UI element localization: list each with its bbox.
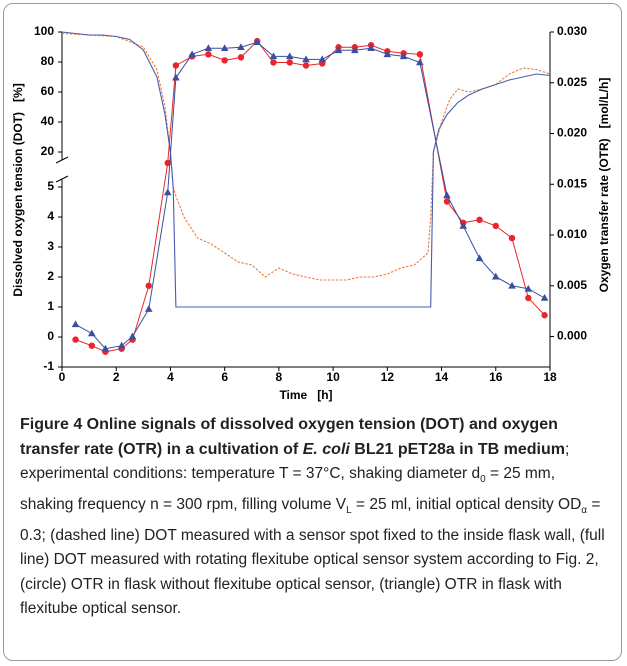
- x-tick-label: 10: [326, 370, 340, 384]
- triangle-marker: [351, 46, 359, 54]
- y-axis-label: Dissolved oxygen tension (DOT) [%]: [11, 83, 25, 296]
- triangle-marker: [172, 73, 180, 81]
- y2-tick-label: 0.025: [557, 75, 587, 89]
- y2-tick-label: 0.010: [557, 227, 587, 241]
- triangle-marker: [269, 52, 278, 60]
- triangle-marker: [88, 329, 96, 337]
- caption-segment: Figure 4 Online signals of dissolved oxy…: [20, 416, 558, 458]
- triangle-marker: [443, 191, 451, 199]
- circle-marker: [286, 59, 293, 66]
- y-tick-label: 5: [47, 179, 54, 193]
- chart: Oxygen transfer rate (OTR) [mol/L/h] Dis…: [11, 24, 611, 402]
- triangle-marker: [188, 50, 196, 58]
- x-axis-label: Time [h]: [279, 388, 332, 402]
- axis-break: [55, 175, 69, 183]
- x-tick-label: 18: [543, 370, 557, 384]
- axis-break: [55, 156, 69, 164]
- circle-marker: [172, 62, 180, 69]
- circle-marker: [476, 216, 483, 224]
- x-tick-label: 14: [435, 370, 449, 384]
- triangle-marker: [163, 188, 172, 196]
- y-tick-label: 80: [41, 54, 55, 68]
- y-tick-label: 40: [41, 114, 55, 128]
- y-tick-label: -1: [43, 359, 54, 373]
- x-tick-label: 12: [381, 370, 395, 384]
- caption-segment: 0: [480, 474, 486, 486]
- circle-marker: [205, 51, 212, 58]
- circle-marker: [492, 222, 499, 230]
- triangle-marker: [237, 43, 245, 51]
- x-tick-label: 16: [489, 370, 503, 384]
- figure-caption: Figure 4 Online signals of dissolved oxy…: [20, 413, 612, 622]
- y-tick-label: 2: [47, 269, 54, 283]
- triangle-marker: [101, 344, 110, 352]
- y2-tick-label: 0.030: [557, 24, 587, 38]
- y2-tick-label: 0.015: [557, 176, 587, 190]
- triangle-marker: [399, 52, 408, 60]
- triangle-marker: [524, 284, 533, 292]
- caption-segment: = 25 ml, initial optical density OD: [351, 495, 582, 513]
- triangle-marker: [204, 44, 213, 52]
- caption-segment: BL21 pET28a in TB medium: [349, 440, 565, 458]
- x-tick-label: 8: [276, 370, 283, 384]
- y2-axis-label: Oxygen transfer rate (OTR) [mol/L/h]: [597, 78, 611, 293]
- triangle-marker: [540, 293, 549, 301]
- triangle-marker: [318, 55, 327, 63]
- circle-marker: [525, 294, 532, 302]
- caption-segment: E. coli: [302, 440, 350, 458]
- caption-segment: = 0.3; (dashed line) DOT measured with a…: [20, 495, 605, 618]
- y-tick-label: 100: [34, 24, 54, 38]
- triangle-marker: [367, 44, 375, 52]
- otr-line: [75, 40, 545, 353]
- triangle-marker: [383, 50, 392, 58]
- circle-marker: [270, 59, 277, 66]
- triangle-marker: [71, 320, 80, 328]
- y-tick-label: 0: [47, 329, 54, 343]
- caption-segment: ; experimental conditions: temperature T…: [20, 440, 570, 483]
- triangle-marker: [459, 221, 468, 229]
- y-tick-label: 3: [47, 239, 54, 253]
- x-tick-label: 6: [221, 370, 228, 384]
- circle-marker: [443, 198, 451, 205]
- circle-marker: [221, 57, 228, 64]
- y-tick-label: 1: [47, 299, 54, 313]
- x-tick-label: 4: [167, 370, 174, 384]
- caption-segment: = 25 mm, shaking frequency n = 300 rpm, …: [20, 465, 556, 513]
- otr-line: [75, 41, 545, 350]
- circle-marker: [302, 62, 310, 69]
- caption-segment: L: [346, 504, 352, 516]
- circle-marker: [416, 51, 424, 58]
- triangle-marker: [285, 52, 294, 60]
- triangle-marker: [475, 254, 484, 262]
- y-tick-label: 4: [47, 209, 54, 223]
- triangle-marker: [508, 281, 516, 289]
- triangle-marker: [128, 332, 137, 340]
- circle-marker: [72, 336, 79, 343]
- y-tick-label: 20: [41, 144, 55, 158]
- triangle-marker: [220, 44, 229, 52]
- triangle-marker: [302, 55, 310, 63]
- y2-tick-label: 0.000: [557, 329, 587, 343]
- triangle-marker: [253, 38, 261, 45]
- dot-line: [61, 31, 551, 308]
- triangle-marker: [144, 305, 153, 312]
- triangle-marker: [117, 341, 126, 349]
- x-tick-label: 0: [59, 370, 66, 384]
- circle-marker: [237, 54, 245, 61]
- figure-frame: [3, 3, 622, 661]
- circle-marker: [541, 312, 548, 319]
- circle-marker: [508, 234, 516, 242]
- y-tick-label: 60: [41, 84, 55, 98]
- triangle-marker: [334, 46, 343, 54]
- x-tick-label: 2: [113, 370, 120, 384]
- triangle-marker: [416, 58, 424, 66]
- caption-segment: α: [581, 504, 588, 516]
- y2-tick-label: 0.020: [557, 126, 587, 140]
- circle-marker: [145, 282, 152, 289]
- triangle-marker: [491, 272, 500, 280]
- dot-line: [61, 32, 551, 281]
- circle-marker: [88, 342, 96, 349]
- y2-tick-label: 0.005: [557, 278, 587, 292]
